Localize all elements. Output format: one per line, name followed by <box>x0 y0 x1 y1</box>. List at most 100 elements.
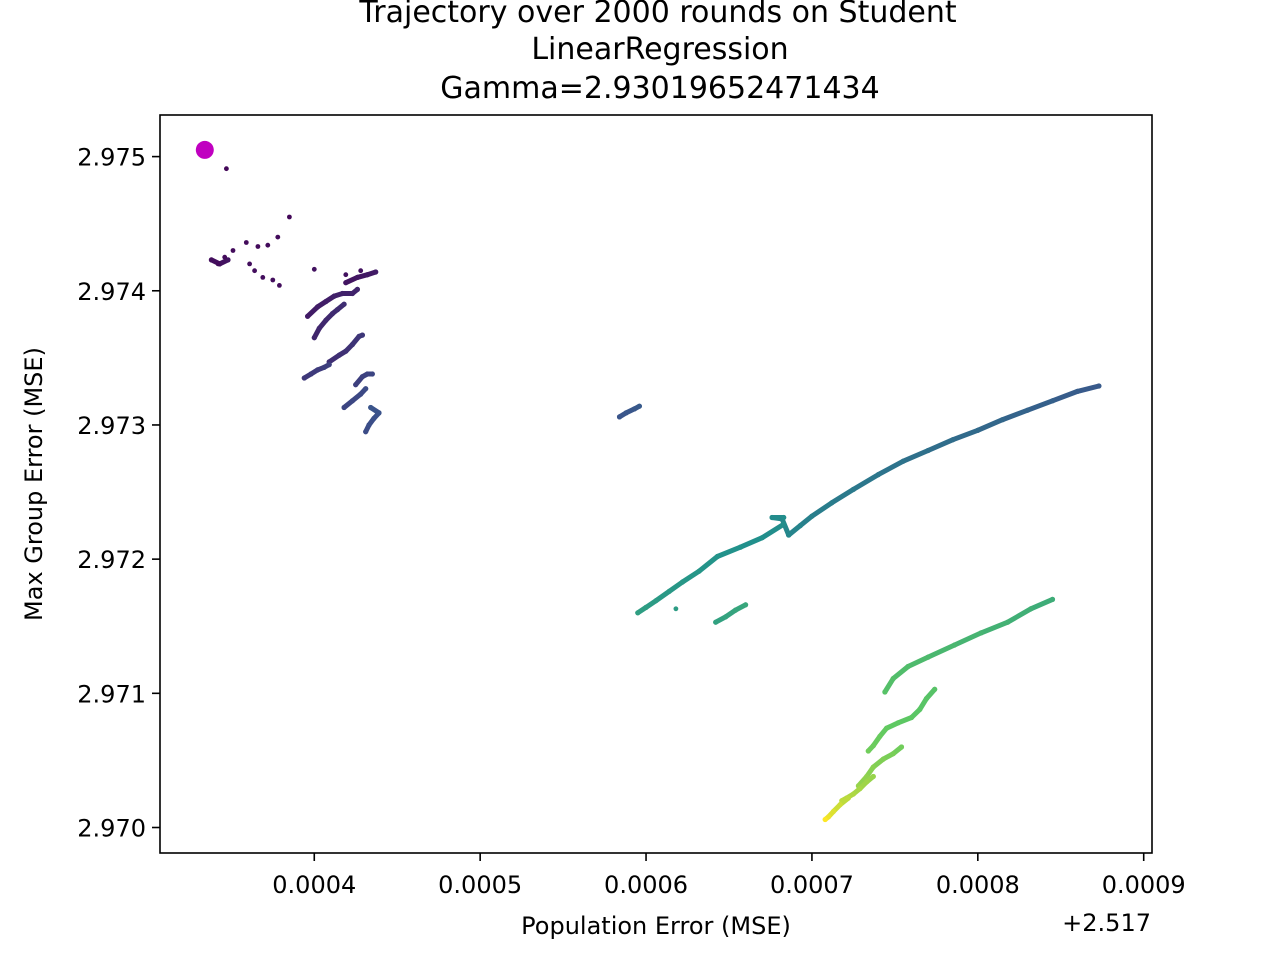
trajectory-point <box>905 663 911 670</box>
trajectory-point <box>900 458 906 464</box>
trajectory-point <box>1025 407 1031 413</box>
trajectory-point <box>908 714 915 721</box>
trajectory-point <box>321 364 327 370</box>
y-tick-label: 2.974 <box>77 278 146 306</box>
trajectory-point <box>950 437 956 443</box>
trajectory-segment <box>653 588 672 604</box>
trajectory-segment <box>905 654 931 669</box>
trajectory-point <box>616 414 623 420</box>
trajectory-segment <box>809 500 835 519</box>
trajectory-segment <box>829 486 856 506</box>
trajectory-point <box>270 277 276 283</box>
trajectory-segment <box>950 427 981 443</box>
trajectory-point <box>925 654 931 660</box>
trajectory-point <box>358 268 364 274</box>
x-axis-label: Population Error (MSE) <box>521 912 791 940</box>
trajectory-point <box>371 415 377 421</box>
trajectory-point <box>635 610 641 616</box>
trajectory-point <box>870 764 876 770</box>
x-tick-label: 0.0008 <box>936 871 1020 899</box>
x-tick-label: 0.0009 <box>1102 871 1186 899</box>
trajectory-point <box>311 335 317 341</box>
trajectory-point <box>880 756 886 762</box>
trajectory-segment <box>1074 383 1102 394</box>
trajectory-point <box>925 447 931 454</box>
trajectory-point <box>315 367 321 373</box>
trajectory-point <box>323 298 329 305</box>
trajectory-point <box>1028 606 1034 612</box>
trajectory-point <box>917 706 923 713</box>
trajectory-point <box>623 410 629 416</box>
y-tick-label: 2.971 <box>77 680 146 708</box>
trajectory-point <box>349 341 355 348</box>
trajectory-point <box>952 642 958 648</box>
trajectory-point <box>323 317 329 323</box>
trajectory-point <box>713 619 719 625</box>
trajectory-point <box>230 248 236 253</box>
trajectory-point <box>341 404 347 411</box>
trajectory-point <box>723 614 729 620</box>
trajectory-segment <box>696 554 720 574</box>
trajectory-point <box>222 254 228 260</box>
trajectory-point <box>857 786 863 792</box>
trajectory-point <box>343 280 349 286</box>
trajectory-point <box>334 307 341 313</box>
trajectory-point <box>822 816 828 823</box>
trajectory-point <box>343 272 349 278</box>
trajectory-point <box>376 410 382 416</box>
trajectory-point <box>870 743 876 749</box>
trajectory-point <box>743 602 749 608</box>
chart-title-line-1: Trajectory over 2000 rounds on Student <box>358 0 956 30</box>
start-point-marker <box>195 140 214 159</box>
trajectory-point <box>369 371 375 377</box>
trajectory-segment <box>680 568 702 585</box>
trajectory-point <box>315 304 321 310</box>
trajectory-point <box>301 375 307 381</box>
x-tick-label: 0.0005 <box>438 871 522 899</box>
y-tick-label: 2.975 <box>77 144 146 172</box>
trajectory-segment <box>925 437 956 453</box>
trajectory-segment <box>890 664 911 682</box>
trajectory-segment <box>978 619 1011 636</box>
trajectory-segment <box>900 448 931 464</box>
trajectory-point <box>354 274 360 280</box>
trajectory-point <box>339 290 346 297</box>
trajectory-point <box>225 257 231 263</box>
y-tick-label: 2.973 <box>77 412 146 440</box>
trajectory-point <box>1005 619 1011 625</box>
trajectory-point <box>359 332 365 338</box>
trajectory-point <box>884 725 890 731</box>
trajectory-point <box>252 268 257 274</box>
trajectory-segment <box>850 472 881 492</box>
trajectory-point <box>368 404 374 411</box>
trajectory-point <box>978 630 984 636</box>
x-tick-label: 0.0006 <box>604 871 688 899</box>
x-axis-ticks: 0.0004 0.0005 0.0006 0.0007 0.0008 0.0009 <box>272 853 1186 899</box>
trajectory-point <box>781 514 787 521</box>
trajectory-segment <box>882 676 896 695</box>
trajectory-point <box>359 374 365 380</box>
trajectory-point <box>837 802 843 808</box>
trajectory-point <box>895 720 901 726</box>
trajectory-point <box>373 269 379 275</box>
trajectory-point <box>363 429 369 435</box>
trajectory-point <box>364 272 370 278</box>
trajectory-point <box>875 472 881 478</box>
trajectory-point <box>341 301 347 307</box>
trajectory-point <box>364 371 370 377</box>
trajectory-point <box>305 313 311 319</box>
trajectory-point <box>1074 388 1080 394</box>
trajectory-point <box>890 751 896 757</box>
trajectory-point <box>243 240 249 245</box>
trajectory-point <box>781 521 787 527</box>
trajectory-point <box>636 403 643 409</box>
trajectory-point <box>865 748 871 754</box>
trajectory-point <box>882 689 888 695</box>
trajectory-segment <box>1025 398 1055 413</box>
trajectory-point <box>679 579 686 585</box>
axes-frame <box>159 114 1153 854</box>
trajectory-segment <box>1050 388 1080 404</box>
trajectory-point <box>643 604 649 611</box>
y-tick-label: 2.972 <box>77 546 146 574</box>
